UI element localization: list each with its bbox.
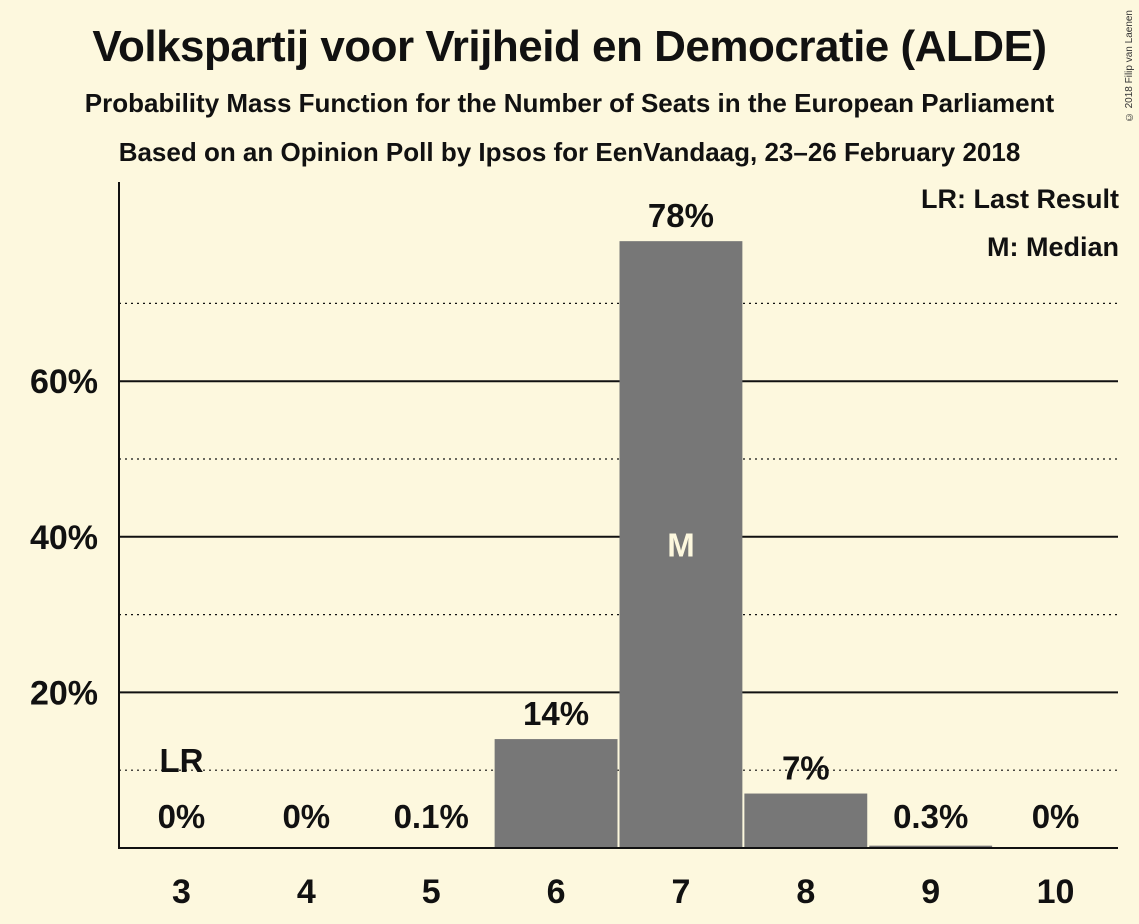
- x-tick-label: 5: [422, 873, 441, 911]
- bar-value-label: 0.1%: [394, 798, 469, 835]
- x-tick-label: 9: [921, 873, 940, 911]
- x-tick-label: 3: [172, 873, 191, 911]
- median-marker: M: [667, 527, 695, 564]
- bar-value-label: 0.3%: [893, 798, 968, 835]
- y-tick-label: 20%: [30, 674, 98, 712]
- bar: [869, 845, 993, 848]
- legend-last-result: LR: Last Result: [920, 184, 1119, 214]
- chart-subtitle: Probability Mass Function for the Number…: [84, 88, 1055, 118]
- bar-value-label: 78%: [648, 197, 714, 234]
- y-tick-label: 40%: [30, 519, 98, 557]
- bar-value-label: 0%: [1032, 798, 1080, 835]
- bar: [744, 793, 868, 848]
- bar-value-label: 7%: [782, 750, 830, 787]
- bar: [494, 739, 618, 848]
- y-tick-label: 60%: [30, 363, 98, 401]
- bar-value-label: 0%: [158, 798, 206, 835]
- x-tick-label: 4: [297, 873, 316, 911]
- legend-median: M: Median: [987, 232, 1119, 262]
- bar-value-label: 0%: [282, 798, 330, 835]
- x-tick-label: 10: [1037, 873, 1075, 911]
- x-tick-label: 7: [671, 873, 690, 911]
- bar: [619, 241, 743, 848]
- chart-title: Volkspartij voor Vrijheid en Democratie …: [92, 22, 1047, 71]
- bar-value-label: 14%: [523, 695, 589, 732]
- chart-source-subtitle: Based on an Opinion Poll by Ipsos for Ee…: [118, 137, 1021, 167]
- x-tick-label: 6: [547, 873, 566, 911]
- x-tick-label: 8: [796, 873, 815, 911]
- last-result-marker: LR: [159, 742, 203, 779]
